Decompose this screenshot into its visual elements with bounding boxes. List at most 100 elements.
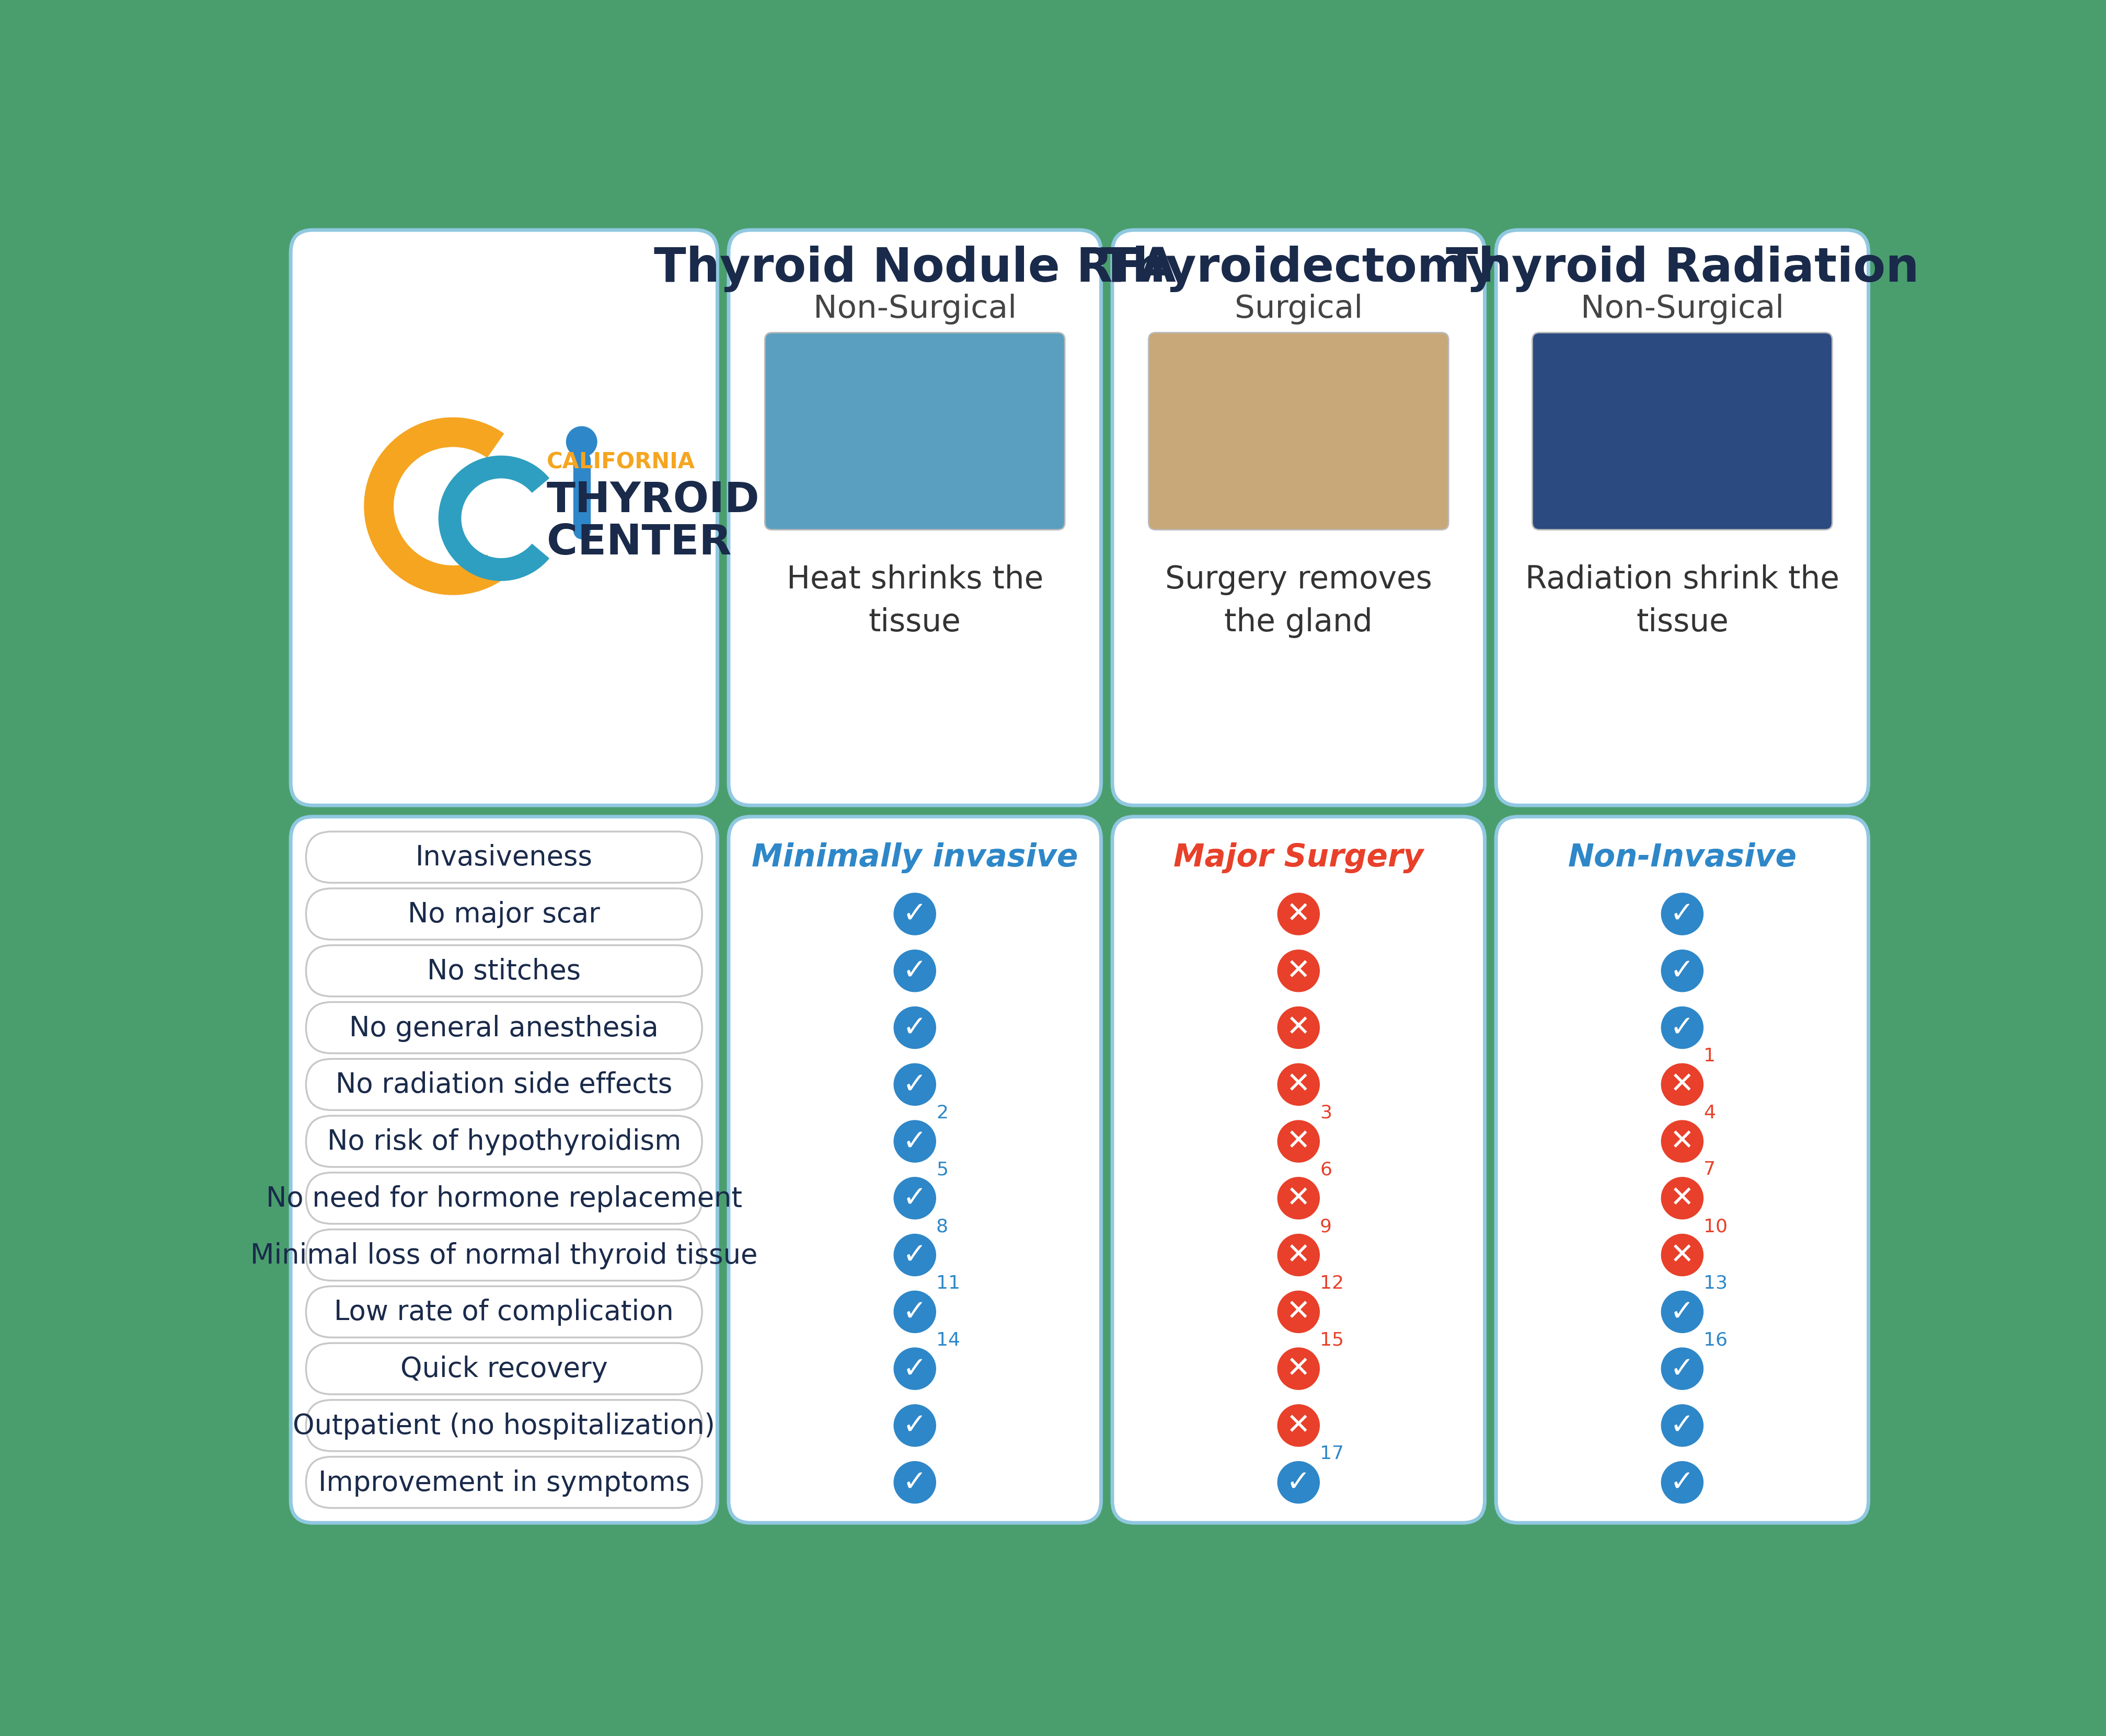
Text: No need for hormone replacement: No need for hormone replacement [265,1184,741,1212]
Text: CALIFORNIA: CALIFORNIA [548,451,695,474]
Text: 4: 4 [1704,1104,1714,1121]
Text: ✕: ✕ [1287,1354,1310,1384]
Wedge shape [438,457,550,582]
Circle shape [893,1234,935,1276]
FancyBboxPatch shape [305,1457,701,1509]
Circle shape [1662,1404,1704,1446]
Text: Surgery removes
the gland: Surgery removes the gland [1165,564,1432,639]
Circle shape [1278,894,1318,936]
Text: ✓: ✓ [903,1241,927,1269]
Text: ✓: ✓ [1670,1354,1693,1384]
Text: ✕: ✕ [1287,1014,1310,1042]
Circle shape [893,1347,935,1391]
Text: ✓: ✓ [1670,1469,1693,1496]
Circle shape [1278,1234,1318,1276]
Text: ✓: ✓ [903,1184,927,1212]
Text: Thyroidectomy: Thyroidectomy [1099,245,1497,292]
Circle shape [1278,1404,1318,1446]
Text: 17: 17 [1320,1444,1344,1462]
FancyBboxPatch shape [305,1059,701,1111]
FancyBboxPatch shape [291,818,718,1522]
Text: Non-Surgical: Non-Surgical [813,293,1017,325]
Circle shape [893,950,935,991]
FancyBboxPatch shape [305,1116,701,1167]
Text: No risk of hypothyroidism: No risk of hypothyroidism [326,1128,680,1154]
Wedge shape [364,418,503,595]
Text: CENTER: CENTER [548,523,731,562]
FancyBboxPatch shape [305,1399,701,1451]
Circle shape [1278,1292,1318,1333]
Circle shape [893,1177,935,1219]
Text: ✓: ✓ [903,1127,927,1156]
Text: ✓: ✓ [903,1469,927,1496]
Text: 14: 14 [935,1332,960,1349]
Circle shape [1278,1177,1318,1219]
Circle shape [1278,1347,1318,1391]
Circle shape [1662,1462,1704,1503]
FancyBboxPatch shape [1495,231,1868,806]
Text: ✕: ✕ [1670,1184,1693,1212]
Text: 5: 5 [935,1160,948,1179]
Circle shape [567,427,596,458]
Text: 10: 10 [1704,1217,1727,1234]
FancyBboxPatch shape [291,231,718,806]
Text: Surgical: Surgical [1234,293,1363,325]
Text: ✕: ✕ [1670,1241,1693,1269]
Text: 13: 13 [1704,1274,1727,1292]
Circle shape [1662,1177,1704,1219]
FancyBboxPatch shape [1112,818,1485,1522]
Text: ✓: ✓ [903,1354,927,1384]
Text: 15: 15 [1320,1332,1344,1349]
Text: ✕: ✕ [1287,901,1310,929]
Text: ✓: ✓ [903,957,927,984]
Circle shape [893,1121,935,1163]
Text: Outpatient (no hospitalization): Outpatient (no hospitalization) [293,1411,716,1439]
Text: Heat shrinks the
tissue: Heat shrinks the tissue [786,564,1042,639]
Circle shape [1662,1347,1704,1391]
Text: 9: 9 [1320,1217,1331,1234]
Text: 2: 2 [935,1104,948,1121]
FancyBboxPatch shape [764,333,1064,529]
Text: 6: 6 [1320,1160,1331,1179]
Text: 12: 12 [1320,1274,1344,1292]
Text: No major scar: No major scar [409,901,600,927]
Text: No stitches: No stitches [428,958,581,984]
Text: THYROID: THYROID [548,481,760,521]
Text: ✕: ✕ [1670,1127,1693,1156]
Text: ✕: ✕ [1287,1299,1310,1326]
Circle shape [893,1292,935,1333]
Text: ✕: ✕ [1287,957,1310,984]
Text: Non-Invasive: Non-Invasive [1567,842,1796,873]
Circle shape [893,894,935,936]
Text: ✕: ✕ [1287,1127,1310,1156]
FancyBboxPatch shape [305,1286,701,1337]
Text: 7: 7 [1704,1160,1714,1179]
Text: Quick recovery: Quick recovery [400,1356,609,1382]
Text: ✓: ✓ [1670,901,1693,929]
Text: 1: 1 [1704,1047,1714,1064]
FancyBboxPatch shape [729,231,1101,806]
Circle shape [893,1462,935,1503]
Text: Improvement in symptoms: Improvement in symptoms [318,1469,691,1496]
FancyBboxPatch shape [305,1002,701,1054]
FancyBboxPatch shape [1531,333,1832,529]
Text: Invasiveness: Invasiveness [415,844,592,871]
Text: ✓: ✓ [1670,1411,1693,1439]
Text: Thyroid Nodule RFA: Thyroid Nodule RFA [653,245,1175,292]
Text: ✓: ✓ [1287,1469,1310,1496]
Text: ✓: ✓ [903,1071,927,1099]
Text: No radiation side effects: No radiation side effects [335,1071,672,1099]
Circle shape [893,1007,935,1049]
FancyBboxPatch shape [305,832,701,884]
Text: No general anesthesia: No general anesthesia [350,1014,659,1042]
FancyBboxPatch shape [305,1229,701,1281]
Circle shape [1662,1234,1704,1276]
Circle shape [1278,950,1318,991]
Text: ✓: ✓ [903,901,927,929]
Text: ✓: ✓ [1670,1014,1693,1042]
Circle shape [1278,1121,1318,1163]
FancyBboxPatch shape [729,818,1101,1522]
Text: ✕: ✕ [1287,1241,1310,1269]
Text: Low rate of complication: Low rate of complication [335,1299,674,1326]
FancyBboxPatch shape [305,1344,701,1394]
